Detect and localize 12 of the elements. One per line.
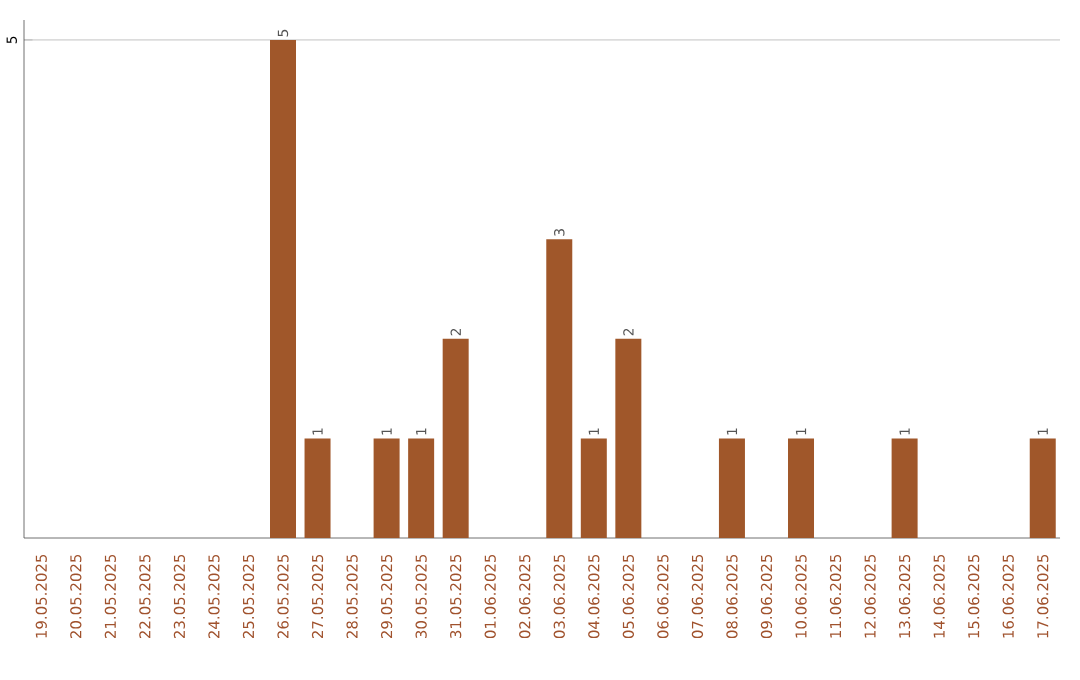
- bar: [718, 438, 745, 538]
- bar: [373, 438, 400, 538]
- bar: [442, 338, 469, 538]
- bar: [615, 338, 642, 538]
- bar: [546, 239, 573, 538]
- bar: [304, 438, 331, 538]
- bar: [1029, 438, 1056, 538]
- bar: [788, 438, 815, 538]
- bar: [891, 438, 918, 538]
- bar: [408, 438, 435, 538]
- bar: [270, 39, 296, 538]
- bar: [580, 438, 607, 538]
